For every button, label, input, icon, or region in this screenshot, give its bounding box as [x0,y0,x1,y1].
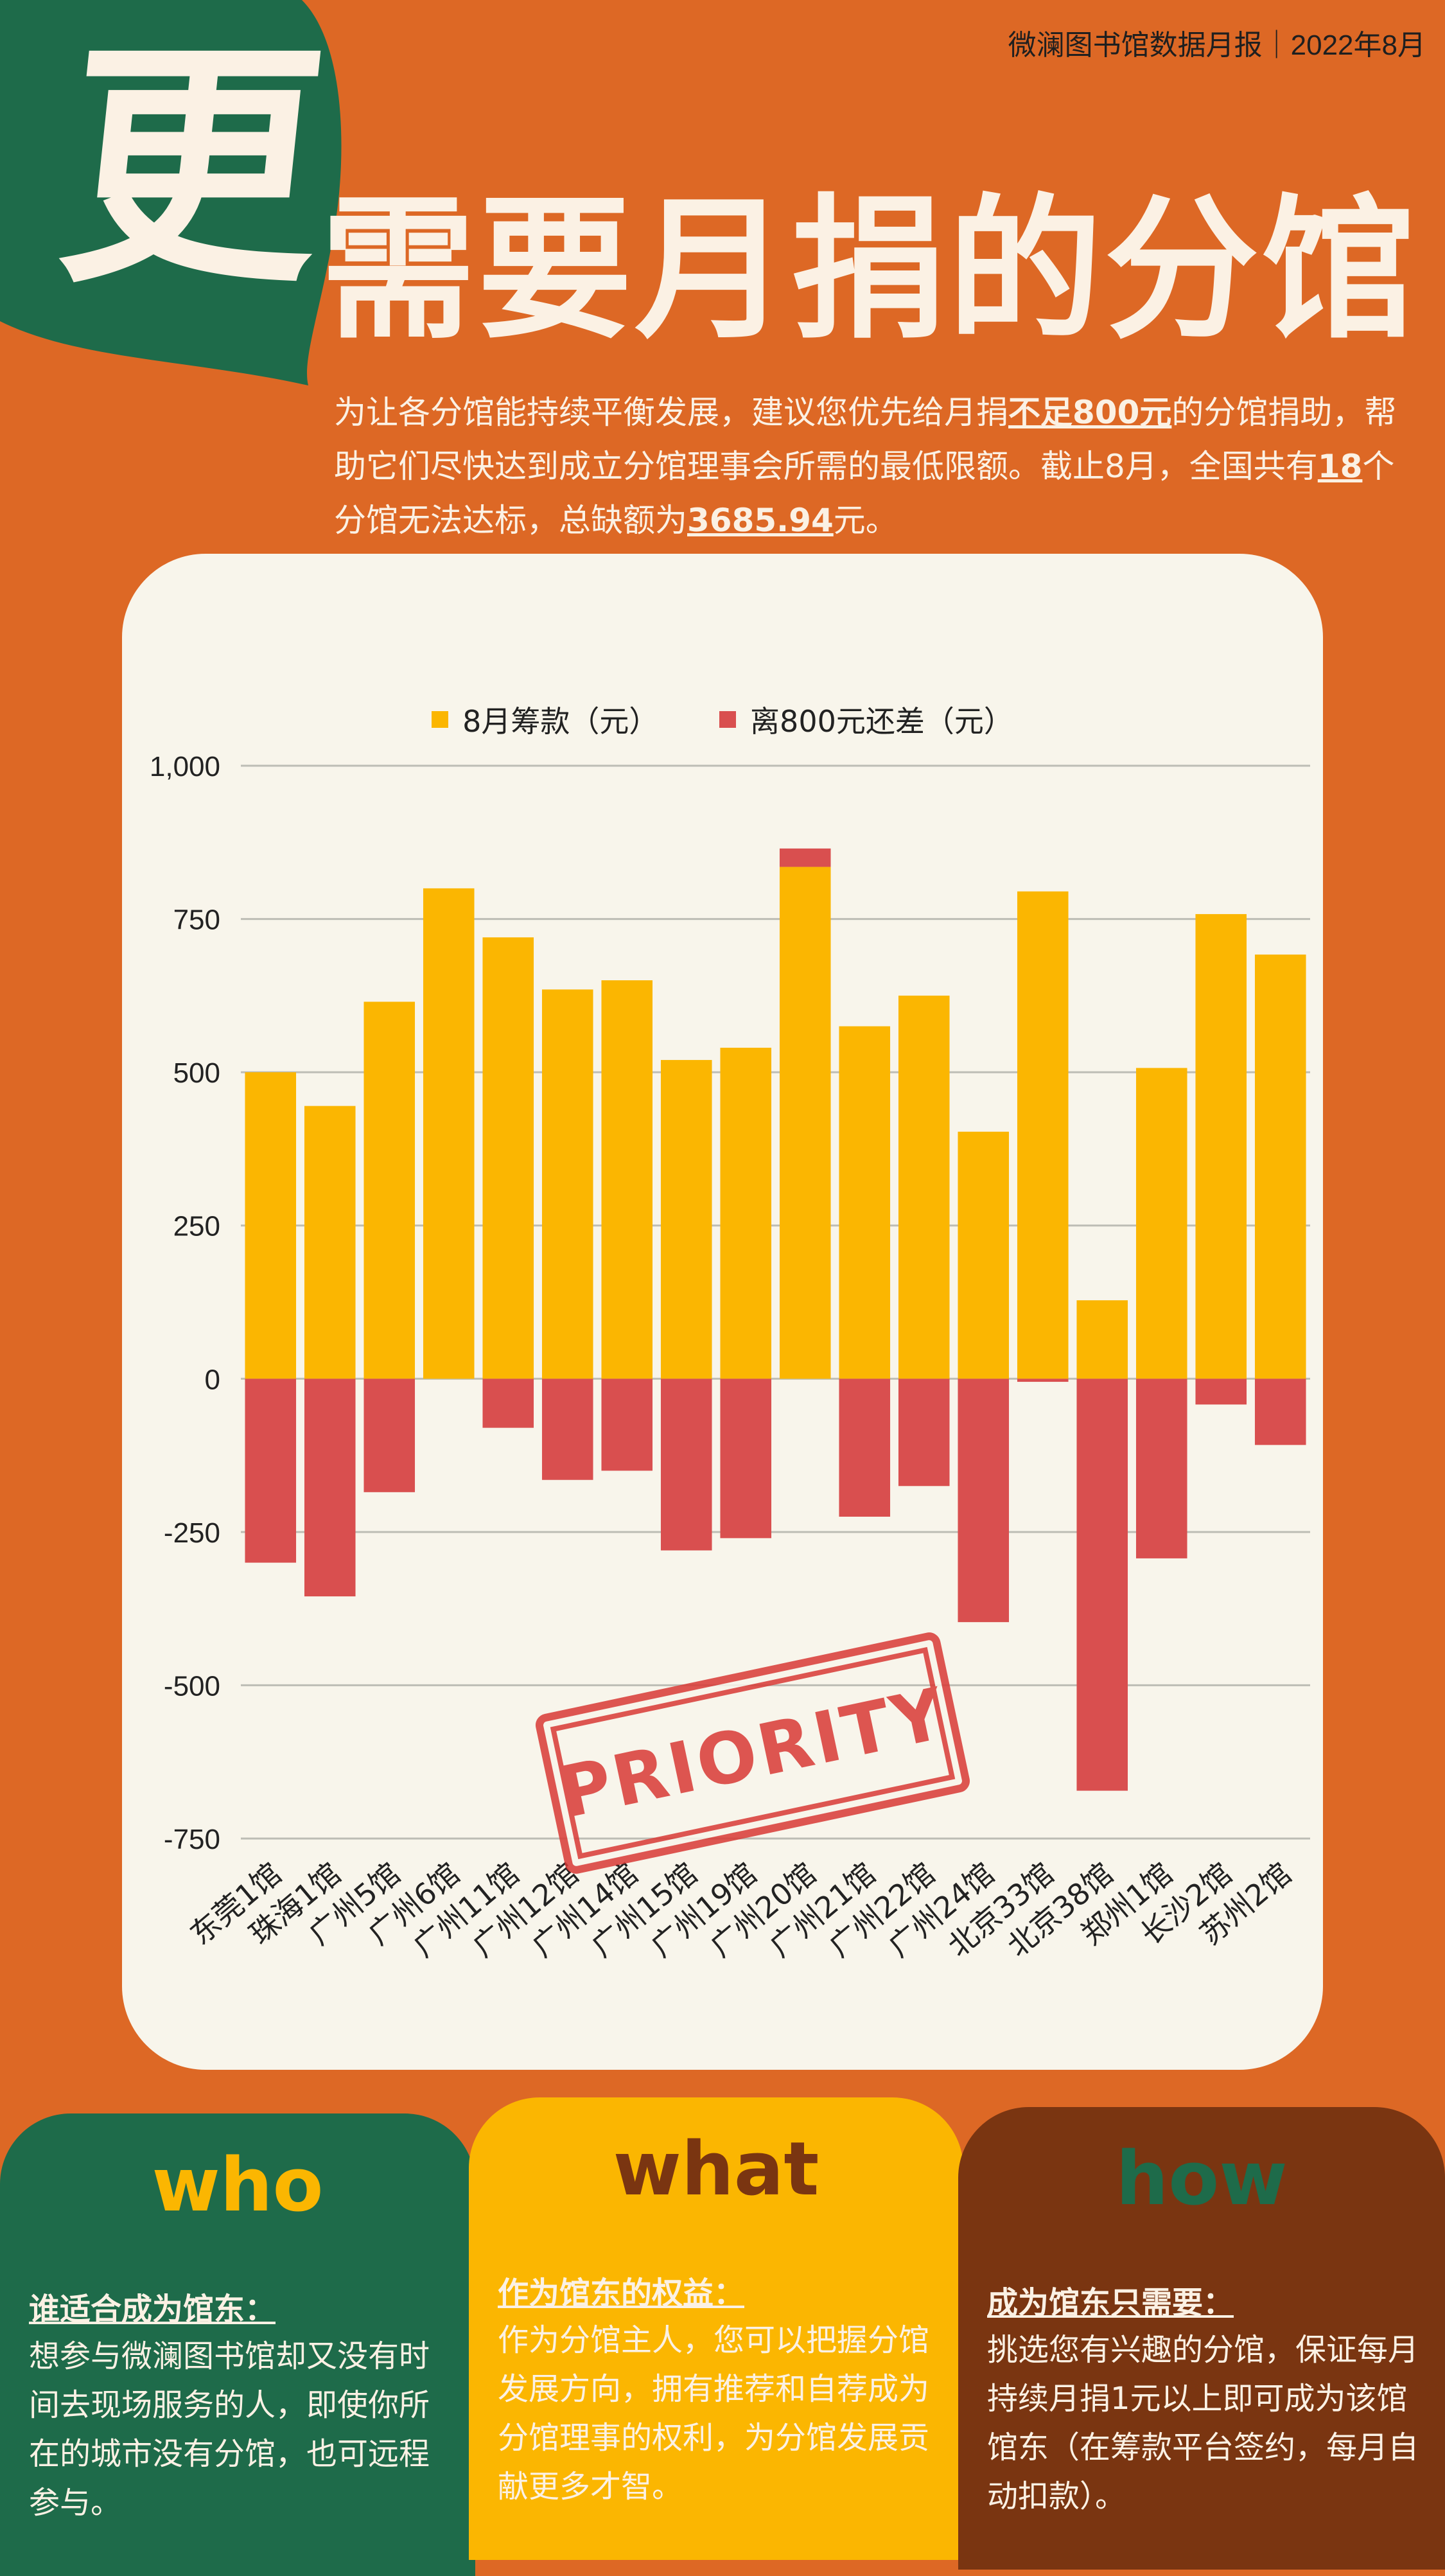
chart-card: 8月筹款（元） 离800元还差（元） 1,000 750 500 250 0 -250 -5… [122,554,1323,2070]
bar-shortfall [1017,1379,1069,1382]
bar-shortfall [482,1379,534,1428]
legend-label-shortfall: 离800元还差（元） [750,704,1013,739]
panel-what-body: 作为分馆主人，您可以把握分馆发展方向，拥有推荐和自荐成为分馆理事的权利，为分馆发… [498,2322,930,2505]
bar-raised [1076,1300,1128,1379]
bar-raised [363,1001,416,1379]
bar-shortfall [660,1379,712,1551]
bar-raised [720,1047,772,1379]
legend-swatch-shortfall [719,711,737,728]
panel-how-heading: 成为馆东只需要： [987,2285,1234,2321]
bar-shortfall [1254,1379,1306,1445]
bar-raised [779,867,831,1379]
intro-text-1: 为让各分馆能持续平衡发展，建议您优先给月捐 [334,394,1008,431]
report-header: 微澜图书馆数据月报｜2022年8月 [1008,30,1426,61]
legend-item-shortfall: 离800元还差（元） [719,698,1013,741]
bar-shortfall [1195,1379,1247,1405]
panel-what-title: what [613,2126,819,2212]
bar-raised [898,995,950,1379]
bar-raised [541,989,593,1379]
bar-raised [423,888,475,1379]
bar-shortfall [779,848,831,867]
legend-item-raised: 8月筹款（元） [432,698,658,741]
panel-who-body: 想参与微澜图书馆却又没有时间去现场服务的人，即使你所在的城市没有分馆，也可远程参… [29,2338,430,2521]
bar-raised [1195,913,1247,1379]
intro-text-3: 个分馆无法达标，总缺额为 [334,448,1395,539]
intro-highlight-total: 3685.94 [687,502,834,539]
bar-shortfall [720,1379,772,1539]
legend-swatch-raised [432,711,449,728]
chart-legend: 8月筹款（元） 离800元还差（元） [122,698,1323,741]
bar-shortfall [601,1379,653,1471]
y-tick-label: -500 [164,1670,220,1702]
y-tick-label: 500 [173,1057,220,1089]
panel-what-heading: 作为馆东的权益： [498,2275,745,2311]
panel-who-title: who [152,2142,324,2228]
bar-raised [245,1072,297,1379]
bar-raised [958,1131,1010,1379]
bar-raised [601,980,653,1379]
panel-how-title: how [1116,2136,1288,2222]
y-tick-label: -750 [164,1824,220,1855]
bar-shortfall [541,1379,593,1480]
intro-text-4: 元。 [833,502,898,539]
panel-who-heading: 谁适合成为馆东： [29,2291,276,2327]
stacked-bar-chart: 1,0007505002500-250-500-750东莞1馆珠海1馆广州5馆广… [150,751,1310,1964]
bar-shortfall [304,1379,356,1597]
y-tick-label: 1,000 [150,751,220,782]
legend-label-raised: 8月筹款（元） [462,704,659,739]
y-tick-label: 0 [205,1364,220,1395]
bar-shortfall [839,1379,891,1517]
bar-raised [660,1060,712,1379]
bar-raised [1017,891,1069,1379]
bar-shortfall [1076,1379,1128,1791]
bar-raised [1254,954,1306,1379]
bar-shortfall [1135,1379,1187,1558]
bar-raised [482,937,534,1379]
panel-how: how 成为馆东只需要： 挑选您有兴趣的分馆，保证每月持续月捐1元以上即可成为该… [958,2107,1445,2570]
y-tick-label: 750 [173,904,220,936]
bar-shortfall [245,1379,297,1563]
bar-shortfall [363,1379,416,1492]
panel-who: who 谁适合成为馆东： 想参与微澜图书馆却又没有时间去现场服务的人，即使你所在… [0,2113,475,2576]
green-badge-shape [0,0,342,385]
bar-raised [839,1026,891,1379]
page-title: 需要月捐的分馆 [321,180,1419,360]
bar-raised [304,1106,356,1379]
y-tick-label: -250 [164,1517,220,1549]
intro-text-2: 的分馆捐助，帮助它们尽快达到成立分馆理事会所需的最低限额。截止8月，全国共有 [334,394,1397,485]
panel-what: what 作为馆东的权益： 作为分馆主人，您可以把握分馆发展方向，拥有推荐和自荐… [469,2097,963,2560]
bar-shortfall [898,1379,950,1486]
intro-paragraph: 为让各分馆能持续平衡发展，建议您优先给月捐不足800元的分馆捐助，帮助它们尽快达… [334,385,1413,547]
bar-shortfall [958,1379,1010,1623]
bar-raised [1135,1068,1187,1379]
y-tick-label: 250 [173,1211,220,1242]
panel-how-body: 挑选您有兴趣的分馆，保证每月持续月捐1元以上即可成为该馆馆东（在筹款平台签约，每… [987,2332,1419,2514]
hero-big-char: 更 [48,16,337,318]
intro-highlight-count: 18 [1317,448,1363,485]
intro-highlight-threshold: 不足800元 [1008,394,1172,431]
